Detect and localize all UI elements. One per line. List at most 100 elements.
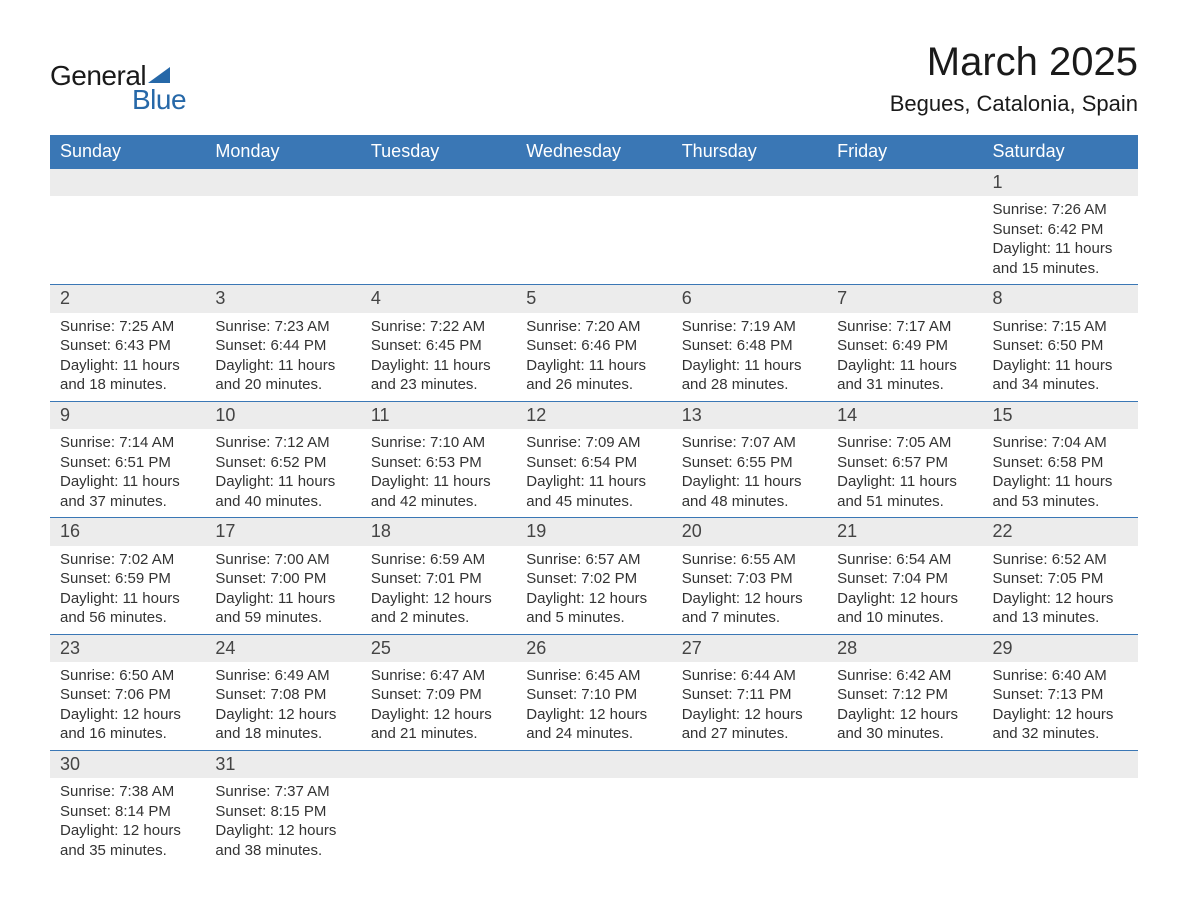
sunrise-text: Sunrise: 7:17 AM: [837, 317, 972, 337]
day-detail-cell: Sunrise: 7:38 AMSunset: 8:14 PMDaylight:…: [50, 778, 205, 866]
sunset-text: Sunset: 7:03 PM: [682, 569, 817, 589]
daylight-line1: Daylight: 11 hours: [60, 356, 195, 376]
sunset-text: Sunset: 6:49 PM: [837, 336, 972, 356]
daylight-line1: Daylight: 11 hours: [993, 239, 1128, 259]
day-detail-cell: [361, 196, 516, 285]
day-number-cell: 18: [361, 518, 516, 546]
day-detail-cell: [672, 196, 827, 285]
daylight-line1: Daylight: 11 hours: [215, 472, 350, 492]
month-title: March 2025: [890, 40, 1138, 85]
sunrise-text: Sunrise: 6:54 AM: [837, 550, 972, 570]
daylight-line1: Daylight: 12 hours: [60, 705, 195, 725]
location-subtitle: Begues, Catalonia, Spain: [890, 91, 1138, 117]
day-number-cell: [361, 750, 516, 778]
daylight-line2: and 48 minutes.: [682, 492, 817, 512]
calendar-table: Sunday Monday Tuesday Wednesday Thursday…: [50, 135, 1138, 866]
day-detail-cell: [983, 778, 1138, 866]
day-detail-cell: [672, 778, 827, 866]
day-detail-cell: Sunrise: 7:00 AMSunset: 7:00 PMDaylight:…: [205, 546, 360, 635]
day-detail-cell: Sunrise: 7:09 AMSunset: 6:54 PMDaylight:…: [516, 429, 671, 518]
daylight-line2: and 30 minutes.: [837, 724, 972, 744]
day-number-cell: 23: [50, 634, 205, 662]
day-detail-cell: Sunrise: 7:04 AMSunset: 6:58 PMDaylight:…: [983, 429, 1138, 518]
sunset-text: Sunset: 7:06 PM: [60, 685, 195, 705]
day-number-cell: [983, 750, 1138, 778]
daylight-line1: Daylight: 12 hours: [60, 821, 195, 841]
daylight-line2: and 13 minutes.: [993, 608, 1128, 628]
daylight-line1: Daylight: 11 hours: [60, 589, 195, 609]
week-daynum-row: 3031: [50, 750, 1138, 778]
sunrise-text: Sunrise: 6:44 AM: [682, 666, 817, 686]
daylight-line2: and 42 minutes.: [371, 492, 506, 512]
day-number-cell: 16: [50, 518, 205, 546]
day-number-cell: [50, 169, 205, 197]
sunrise-text: Sunrise: 6:47 AM: [371, 666, 506, 686]
day-detail-cell: Sunrise: 6:42 AMSunset: 7:12 PMDaylight:…: [827, 662, 982, 751]
daylight-line1: Daylight: 11 hours: [371, 356, 506, 376]
week-daynum-row: 23242526272829: [50, 634, 1138, 662]
sunrise-text: Sunrise: 7:15 AM: [993, 317, 1128, 337]
sunrise-text: Sunrise: 7:04 AM: [993, 433, 1128, 453]
day-detail-cell: Sunrise: 6:55 AMSunset: 7:03 PMDaylight:…: [672, 546, 827, 635]
daylight-line1: Daylight: 12 hours: [526, 589, 661, 609]
daylight-line2: and 2 minutes.: [371, 608, 506, 628]
day-number-cell: [516, 750, 671, 778]
col-saturday: Saturday: [983, 135, 1138, 169]
day-number-cell: 7: [827, 285, 982, 313]
sunset-text: Sunset: 6:51 PM: [60, 453, 195, 473]
sunset-text: Sunset: 7:08 PM: [215, 685, 350, 705]
sunset-text: Sunset: 8:14 PM: [60, 802, 195, 822]
col-sunday: Sunday: [50, 135, 205, 169]
day-number-cell: [361, 169, 516, 197]
day-detail-cell: Sunrise: 6:54 AMSunset: 7:04 PMDaylight:…: [827, 546, 982, 635]
title-block: March 2025 Begues, Catalonia, Spain: [890, 40, 1138, 117]
daylight-line1: Daylight: 11 hours: [993, 356, 1128, 376]
daylight-line2: and 24 minutes.: [526, 724, 661, 744]
sunset-text: Sunset: 8:15 PM: [215, 802, 350, 822]
day-detail-cell: [205, 196, 360, 285]
sunset-text: Sunset: 6:52 PM: [215, 453, 350, 473]
day-number-cell: [516, 169, 671, 197]
day-detail-cell: [516, 778, 671, 866]
day-number-cell: 5: [516, 285, 671, 313]
daylight-line2: and 28 minutes.: [682, 375, 817, 395]
sunrise-text: Sunrise: 6:59 AM: [371, 550, 506, 570]
brand-logo: General Blue: [50, 60, 186, 116]
sunset-text: Sunset: 6:54 PM: [526, 453, 661, 473]
day-number-cell: 1: [983, 169, 1138, 197]
day-detail-cell: Sunrise: 7:20 AMSunset: 6:46 PMDaylight:…: [516, 313, 671, 402]
day-detail-cell: Sunrise: 7:25 AMSunset: 6:43 PMDaylight:…: [50, 313, 205, 402]
day-detail-cell: Sunrise: 7:02 AMSunset: 6:59 PMDaylight:…: [50, 546, 205, 635]
day-number-cell: 8: [983, 285, 1138, 313]
day-number-cell: [672, 750, 827, 778]
daylight-line2: and 26 minutes.: [526, 375, 661, 395]
day-detail-cell: Sunrise: 7:37 AMSunset: 8:15 PMDaylight:…: [205, 778, 360, 866]
sunset-text: Sunset: 6:58 PM: [993, 453, 1128, 473]
day-number-cell: 20: [672, 518, 827, 546]
sunrise-text: Sunrise: 7:07 AM: [682, 433, 817, 453]
week-detail-row: Sunrise: 7:14 AMSunset: 6:51 PMDaylight:…: [50, 429, 1138, 518]
sunrise-text: Sunrise: 6:49 AM: [215, 666, 350, 686]
daylight-line1: Daylight: 11 hours: [682, 356, 817, 376]
day-detail-cell: Sunrise: 7:19 AMSunset: 6:48 PMDaylight:…: [672, 313, 827, 402]
day-number-cell: 14: [827, 401, 982, 429]
page-header: General Blue March 2025 Begues, Cataloni…: [50, 40, 1138, 117]
day-number-cell: 2: [50, 285, 205, 313]
day-detail-cell: Sunrise: 7:10 AMSunset: 6:53 PMDaylight:…: [361, 429, 516, 518]
daylight-line2: and 5 minutes.: [526, 608, 661, 628]
day-detail-cell: Sunrise: 6:49 AMSunset: 7:08 PMDaylight:…: [205, 662, 360, 751]
daylight-line2: and 45 minutes.: [526, 492, 661, 512]
sunrise-text: Sunrise: 7:38 AM: [60, 782, 195, 802]
sunrise-text: Sunrise: 7:19 AM: [682, 317, 817, 337]
daylight-line1: Daylight: 11 hours: [993, 472, 1128, 492]
day-number-cell: 9: [50, 401, 205, 429]
daylight-line2: and 27 minutes.: [682, 724, 817, 744]
sunrise-text: Sunrise: 7:09 AM: [526, 433, 661, 453]
day-detail-cell: Sunrise: 7:15 AMSunset: 6:50 PMDaylight:…: [983, 313, 1138, 402]
day-number-cell: 17: [205, 518, 360, 546]
week-detail-row: Sunrise: 7:25 AMSunset: 6:43 PMDaylight:…: [50, 313, 1138, 402]
daylight-line1: Daylight: 12 hours: [993, 705, 1128, 725]
col-wednesday: Wednesday: [516, 135, 671, 169]
sunrise-text: Sunrise: 6:45 AM: [526, 666, 661, 686]
week-detail-row: Sunrise: 7:02 AMSunset: 6:59 PMDaylight:…: [50, 546, 1138, 635]
